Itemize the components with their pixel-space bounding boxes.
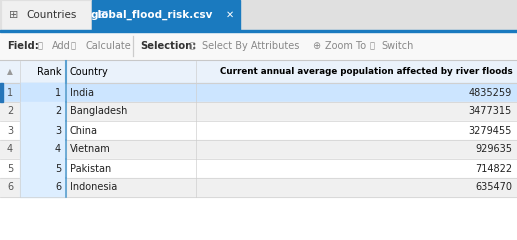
Bar [2, 1, 90, 29]
Bar [92, 0, 240, 30]
Text: ⊕: ⊕ [312, 41, 320, 51]
Bar [0, 30, 517, 32]
Bar [0, 83, 517, 102]
Text: Add: Add [52, 41, 71, 51]
Text: 1: 1 [7, 88, 13, 97]
Text: Zoom To: Zoom To [325, 41, 366, 51]
Text: 6: 6 [55, 182, 61, 192]
Bar [0, 32, 517, 60]
Bar [20, 159, 66, 178]
Text: 4: 4 [7, 144, 13, 155]
Text: 3279455: 3279455 [468, 126, 512, 136]
Text: Calculate: Calculate [85, 41, 131, 51]
Text: Current annual average population affected by river floods: Current annual average population affect… [220, 67, 513, 77]
Text: 2: 2 [55, 107, 61, 116]
Text: Rank: Rank [38, 67, 62, 77]
Text: 635470: 635470 [475, 182, 512, 192]
Bar [0, 102, 517, 121]
Text: 714822: 714822 [475, 163, 512, 174]
Text: 6: 6 [7, 182, 13, 192]
Bar [20, 121, 66, 140]
Text: 4835259: 4835259 [469, 88, 512, 97]
Text: 🔲: 🔲 [190, 42, 194, 50]
Text: Indonesia: Indonesia [70, 182, 117, 192]
Text: Bangladesh: Bangladesh [70, 107, 127, 116]
Bar [0, 83, 3, 102]
Text: 🔲: 🔲 [38, 42, 42, 50]
Text: global_flood_risk.csv: global_flood_risk.csv [91, 10, 213, 20]
Text: ▲: ▲ [7, 67, 13, 77]
Text: 🔲: 🔲 [370, 42, 374, 50]
Text: India: India [70, 88, 94, 97]
Bar [0, 0, 517, 30]
Text: 3: 3 [55, 126, 61, 136]
Bar [20, 140, 66, 159]
Text: ⊞: ⊞ [9, 10, 19, 20]
Text: 5: 5 [55, 163, 61, 174]
Text: 1: 1 [55, 88, 61, 97]
Bar [20, 102, 66, 121]
Text: Countries: Countries [27, 10, 77, 20]
Bar [0, 159, 517, 178]
Bar [0, 121, 517, 140]
Text: 5: 5 [7, 163, 13, 174]
Text: Vietnam: Vietnam [70, 144, 111, 155]
Text: Country: Country [70, 67, 109, 77]
Text: 4: 4 [55, 144, 61, 155]
Text: ✕: ✕ [226, 10, 234, 20]
Text: 2: 2 [7, 107, 13, 116]
Bar [20, 83, 66, 102]
Text: Switch: Switch [381, 41, 414, 51]
Text: ⊞: ⊞ [99, 10, 109, 20]
Text: 3: 3 [7, 126, 13, 136]
Text: Select By Attributes: Select By Attributes [202, 41, 299, 51]
Bar [20, 178, 66, 197]
Bar [0, 61, 517, 240]
Text: Pakistan: Pakistan [70, 163, 111, 174]
Text: Field:: Field: [7, 41, 39, 51]
Text: 🔲: 🔲 [70, 42, 75, 50]
Bar [0, 140, 517, 159]
Text: 3477315: 3477315 [469, 107, 512, 116]
Bar [0, 178, 517, 197]
Text: Selection:: Selection: [140, 41, 196, 51]
Text: China: China [70, 126, 98, 136]
Bar [0, 61, 517, 83]
Text: 929635: 929635 [475, 144, 512, 155]
